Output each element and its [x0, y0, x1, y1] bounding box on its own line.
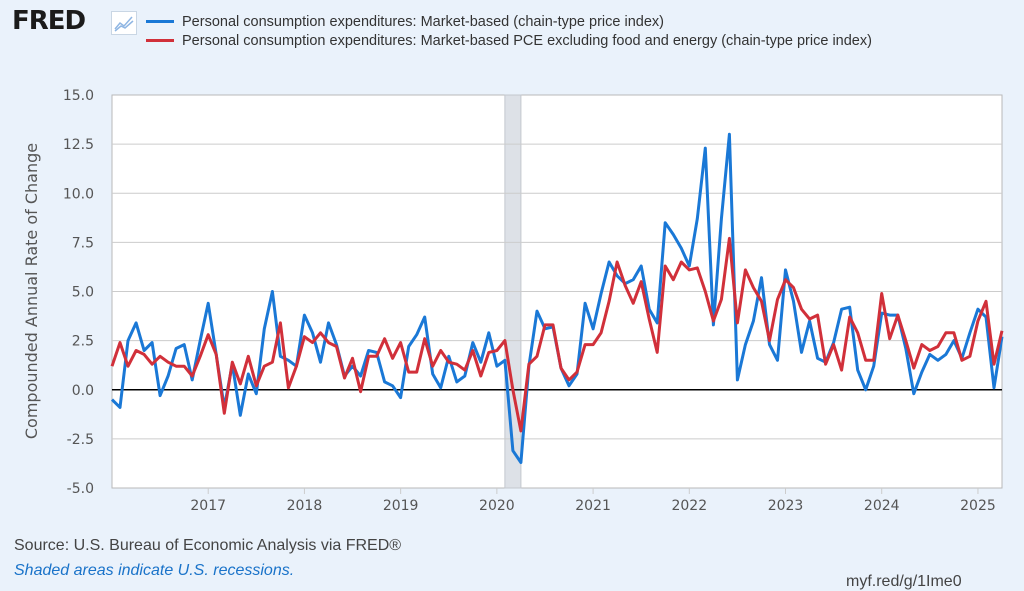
chart-header: FRED Personal consumption expenditures: …	[0, 0, 1024, 60]
y-tick-label: 10.0	[63, 186, 94, 202]
short-link[interactable]: myf.red/g/1Ime0	[846, 573, 962, 590]
y-tick-label: -2.5	[67, 432, 94, 448]
x-tick-label: 2018	[287, 498, 323, 514]
x-tick-label: 2022	[671, 498, 707, 514]
legend-item-headline[interactable]: Personal consumption expenditures: Marke…	[146, 12, 872, 31]
x-tick-label: 2023	[768, 498, 804, 514]
x-tick-label: 2019	[383, 498, 419, 514]
series-line-core[interactable]	[110, 236, 1004, 433]
legend: Personal consumption expenditures: Marke…	[146, 12, 872, 50]
y-tick-label: 5.0	[72, 285, 94, 301]
fred-logo[interactable]: FRED	[12, 6, 86, 36]
y-tick-label: 0.0	[72, 383, 94, 399]
x-tick-label: 2017	[190, 498, 226, 514]
legend-item-core[interactable]: Personal consumption expenditures: Marke…	[146, 31, 872, 50]
x-tick-label: 2020	[479, 498, 515, 514]
axis-layer: 15.0 12.5 10.0 7.5 5.0 2.5 0.0 -2.5 -5.0 2017 2018…	[63, 88, 996, 514]
y-axis-label: Compounded Annual Rate of Change	[22, 143, 41, 439]
x-tick-label: 2021	[575, 498, 611, 514]
y-tick-label: -5.0	[67, 481, 94, 497]
x-tick-label: 2024	[864, 498, 900, 514]
source-text: Source: U.S. Bureau of Economic Analysis…	[14, 537, 402, 554]
legend-label: Personal consumption expenditures: Marke…	[182, 32, 872, 49]
y-tick-label: 15.0	[63, 88, 94, 104]
legend-label: Personal consumption expenditures: Marke…	[182, 13, 664, 30]
legend-swatch-blue	[146, 20, 174, 23]
grid-layer	[112, 143, 1002, 440]
series-layer	[110, 132, 1004, 464]
y-tick-label: 12.5	[63, 137, 94, 153]
legend-swatch-red	[146, 39, 174, 42]
x-tick-label: 2025	[960, 498, 996, 514]
y-tick-label: 7.5	[72, 235, 94, 251]
y-tick-label: 2.5	[72, 334, 94, 350]
line-chart-icon	[111, 11, 137, 35]
recession-note: Shaded areas indicate U.S. recessions.	[14, 562, 295, 579]
